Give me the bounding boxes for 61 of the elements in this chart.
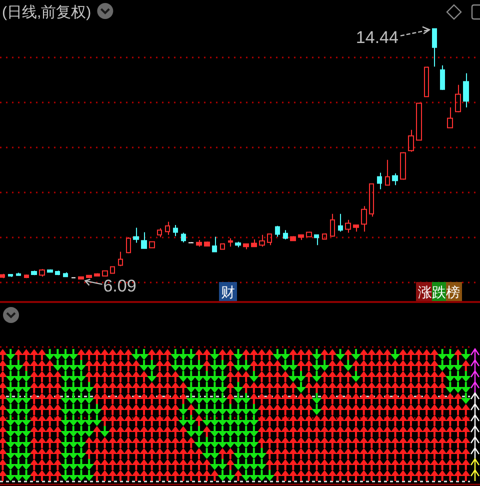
candlestick: [259, 234, 265, 248]
candlestick: [377, 172, 382, 190]
candlestick: [86, 274, 92, 279]
candlestick: [416, 102, 422, 141]
candlestick: [463, 72, 469, 108]
candlestick: [314, 234, 319, 246]
candlestick: [306, 231, 312, 238]
candlestick: [338, 213, 343, 232]
candlestick: [322, 232, 327, 240]
candlestick: [133, 227, 139, 244]
candlestick: [173, 224, 178, 237]
candlestick: [118, 251, 123, 267]
candlestick: [220, 242, 225, 250]
candlestick: [408, 129, 414, 152]
candlestick: [267, 233, 272, 246]
candlestick: [243, 243, 249, 250]
candlestick: [47, 268, 53, 273]
candlestick: [447, 106, 453, 129]
candlestick: [8, 274, 13, 278]
annotation: 14.44: [356, 28, 398, 47]
candlestick: [400, 152, 406, 180]
candlestick: [424, 66, 429, 98]
candlestick: [31, 270, 37, 276]
candlestick: [228, 238, 233, 248]
candlestick: [181, 232, 186, 243]
candlestick: [330, 213, 335, 238]
candlestick: [39, 268, 45, 278]
candlestick: [165, 221, 170, 236]
candlestick: [102, 270, 108, 277]
candlestick: [432, 28, 437, 68]
candlestick: [94, 272, 100, 277]
candlestick: [440, 64, 445, 90]
candlestick: [141, 232, 147, 249]
candlestick: [290, 236, 296, 242]
candlestick: [298, 234, 304, 240]
candlestick: [392, 172, 398, 186]
candlestick: [126, 236, 131, 254]
annotation: 6.09: [103, 276, 136, 296]
candlestick: [149, 240, 155, 249]
candlestick: [251, 238, 257, 248]
chart-title: (日线,前复权): [2, 4, 92, 21]
candlestick: [110, 266, 115, 274]
candlestick: [16, 272, 21, 276]
candlestick: [235, 241, 241, 248]
candlestick: [0, 273, 5, 279]
candlestick: [385, 159, 390, 186]
candlestick: [196, 240, 202, 248]
candlestick: [204, 241, 210, 247]
candlestick: [369, 183, 374, 218]
candlestick: [275, 225, 280, 238]
candlestick: [345, 219, 351, 234]
candlestick: [63, 272, 68, 278]
candlestick: [78, 276, 84, 280]
candlestick: [361, 206, 367, 232]
candlestick: [212, 236, 217, 252]
candlestick: [283, 230, 288, 240]
candlestick: [455, 84, 461, 113]
candlestick: [157, 228, 162, 238]
candlestick: [24, 274, 29, 279]
candlestick: [55, 270, 60, 276]
candlestick: [353, 224, 359, 232]
